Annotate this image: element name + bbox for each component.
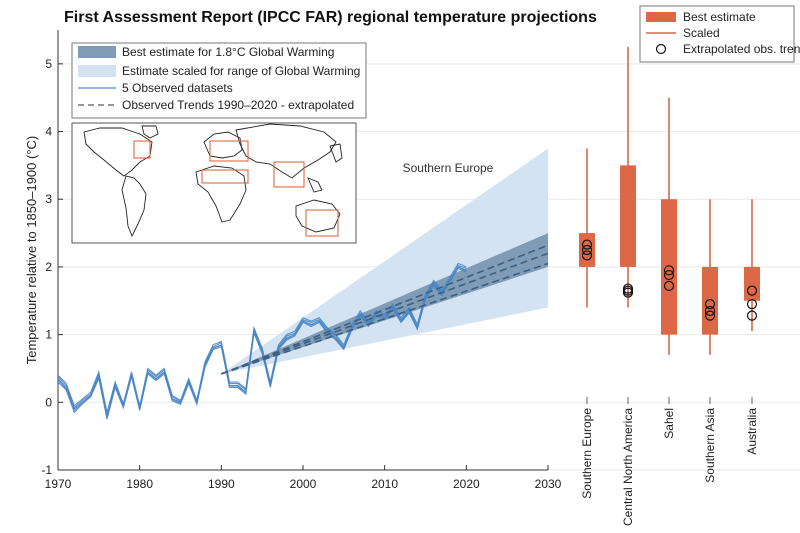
chart-title: First Assessment Report (IPCC FAR) regio… (64, 9, 597, 26)
x-tick-label: 2010 (371, 477, 398, 491)
x-tick-label: 1980 (126, 477, 153, 491)
box-legend: Best estimate Scaled Extrapolated obs. tre… (639, 5, 800, 63)
observed-trend-dashed-line (221, 252, 549, 375)
regional-box-panel: Southern Europe Central North America Sahe… (579, 46, 760, 526)
y-tick-label: 1 (45, 328, 52, 342)
region-outline (273, 161, 305, 188)
best-estimate-box (579, 233, 595, 267)
legend-swatch-box (646, 12, 676, 22)
region-outline (209, 140, 249, 162)
y-tick-label: 3 (45, 192, 52, 206)
extrapolated-trend-marker (746, 299, 758, 310)
legend-label: 5 Observed datasets (122, 81, 233, 95)
extrapolated-trend-marker (581, 239, 593, 250)
y-tick-label: 4 (45, 125, 52, 139)
y-tick-label: -1 (41, 463, 52, 477)
observed-trend-dashed-line (221, 244, 549, 375)
x-tick-label: 2030 (535, 477, 562, 491)
legend-swatch-circle (655, 43, 667, 55)
y-tick-label: 2 (45, 260, 52, 274)
region-outline (201, 169, 249, 184)
extrapolated-trend-marker (581, 250, 593, 261)
extrapolated-trend-marker (663, 269, 675, 281)
x-tick-label: 1990 (208, 477, 235, 491)
region-annotation: Southern Europe (403, 161, 494, 175)
legend-swatch-best (78, 46, 116, 58)
extrapolated-trend-marker (704, 305, 716, 317)
region-outline (305, 209, 339, 237)
x-tick-label: 2020 (453, 477, 480, 491)
y-axis-label: Temperature relative to 1850–1900 (°C) (24, 136, 39, 365)
world-map-inset (71, 122, 357, 244)
extrapolated-trend-marker (746, 310, 758, 321)
category-label: Central North America (621, 408, 635, 526)
category-label: Australia (745, 408, 759, 455)
continent-outline (295, 199, 341, 233)
category-label: Sahel (662, 408, 676, 439)
continent-outline (329, 143, 343, 163)
extrapolated-trend-marker (663, 265, 675, 276)
best-estimate-box (620, 165, 636, 267)
best-estimate-box (661, 199, 677, 335)
continent-outline (83, 127, 153, 177)
x-tick-label: 2000 (290, 477, 317, 491)
extrapolated-trend-marker (704, 310, 716, 321)
x-tick-label: 1970 (45, 477, 72, 491)
scaled-range-band (221, 148, 549, 374)
extrapolated-trend-marker (704, 299, 716, 310)
continent-outline (203, 131, 243, 159)
category-label: Southern Asia (703, 408, 717, 483)
legend-label: Best estimate for 1.8°C Global Warming (122, 45, 334, 59)
legend-label: Estimate scaled for range of Global Warm… (122, 64, 360, 78)
continent-outline (141, 125, 159, 139)
legend-swatch-scaled (78, 65, 116, 77)
best-estimate-box (702, 266, 718, 335)
y-tick-label: 0 (45, 395, 52, 409)
extrapolated-trend-marker (622, 283, 634, 294)
legend-box (71, 42, 367, 119)
time-series-legend: Best estimate for 1.8°C Global Warming Es… (71, 42, 367, 119)
continent-outline (307, 177, 323, 193)
continent-outline (195, 165, 247, 223)
box-legend-label: Best estimate (683, 10, 756, 24)
y-tick-label: 5 (45, 57, 52, 71)
observed-trend-dashed-line (221, 262, 549, 375)
extrapolated-trend-marker (581, 244, 593, 256)
best-estimate-band (221, 233, 549, 374)
observed-dataset-line (57, 266, 467, 418)
legend-label: Observed Trends 1990–2020 - extrapolated (122, 98, 354, 112)
extrapolated-trend-marker (663, 280, 675, 291)
category-label: Southern Europe (580, 408, 594, 499)
box-legend-label: Extrapolated obs. trend (683, 42, 800, 56)
box-legend-label: Scaled (683, 26, 720, 40)
region-outline (133, 140, 151, 159)
extrapolated-trend-marker (746, 285, 758, 296)
continent-outline (121, 175, 147, 238)
